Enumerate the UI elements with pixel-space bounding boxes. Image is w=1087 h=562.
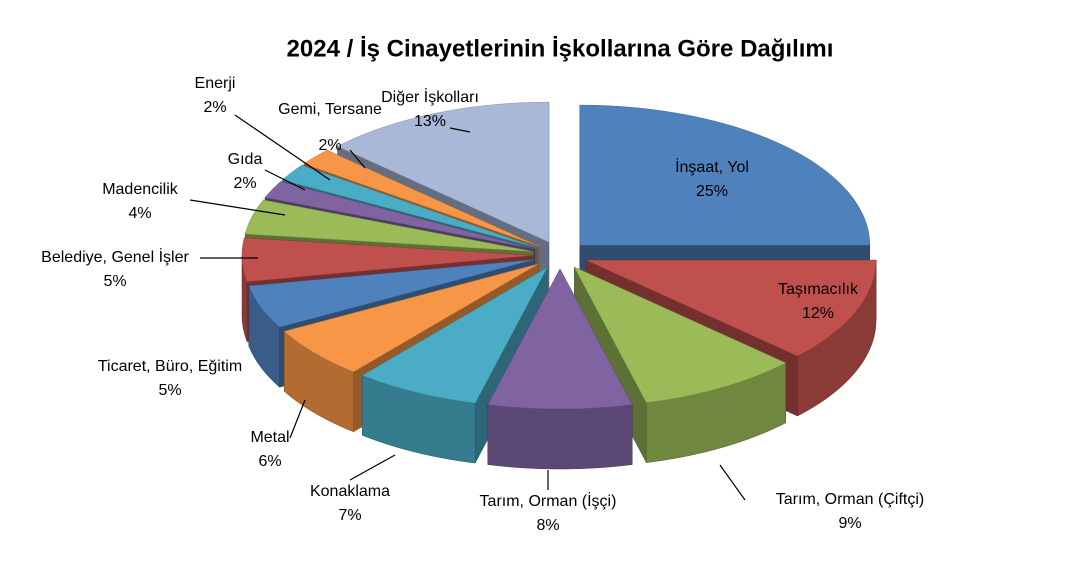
category-label: Tarım, Orman (İşçi) [480,491,617,510]
category-label: Belediye, Genel İşler [41,247,189,266]
slice-wall [487,404,633,470]
slice-top [573,266,787,403]
category-label: Gıda [228,151,263,168]
value-label: 8% [536,517,559,534]
slice-top [248,259,534,328]
chart-title: 2024 / İş Cinayetlerinin İşkollarına Gör… [287,35,834,62]
value-label: 4% [128,205,151,222]
leader-line [719,464,746,501]
category-label: Ticaret, Büro, Eğitim [98,358,242,375]
category-label: Enerji [195,75,236,92]
value-label: 2% [203,99,226,116]
value-label: 25% [696,183,728,200]
value-label: 13% [414,113,446,130]
value-label: 2% [318,137,341,154]
slice-top [585,259,877,357]
leader-line [349,454,396,481]
category-label: Diğer İşkolları [381,87,479,106]
slice-top [336,101,550,243]
category-label: Konaklama [310,483,390,500]
slice-top [244,199,533,252]
category-label: Taşımacılık [778,281,859,298]
leader-line [189,199,286,216]
value-label: 7% [338,507,361,524]
category-label: Tarım, Orman (Çiftçi) [776,491,924,508]
slice-top [579,104,871,246]
leader-line [264,169,306,191]
slice-top [281,164,537,248]
slice [487,268,633,470]
category-label: İnşaat, Yol [675,157,749,176]
value-label: 12% [802,305,834,322]
slice-top [361,266,548,404]
slice-top [264,181,535,250]
leader-line [234,114,331,181]
category-label: Metal [250,429,289,446]
category-label: Gemi, Tersane [278,101,382,118]
leader-line [289,399,306,439]
slice-top [487,268,633,410]
value-label: 2% [233,175,256,192]
slice [361,266,548,464]
value-label: 5% [158,382,181,399]
slice-top [303,149,539,247]
leader-line [449,127,471,133]
slice-top [241,237,533,282]
category-label: Madencilik [102,181,179,198]
value-label: 9% [838,515,861,532]
value-label: 6% [258,453,281,470]
leader-line [349,149,366,169]
value-label: 5% [103,273,126,290]
slice-top [283,263,539,373]
